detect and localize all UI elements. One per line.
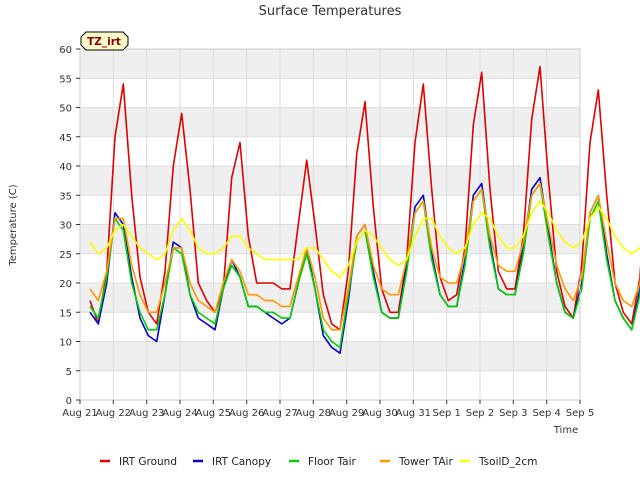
y-tick-label: 25	[59, 250, 72, 261]
y-axis-label: Temperature (C)	[8, 184, 19, 266]
y-tick-label: 35	[59, 191, 72, 202]
plot-band	[80, 166, 580, 196]
x-tick-label: Aug 23	[129, 408, 164, 419]
x-tick-label: Aug 22	[96, 408, 131, 419]
y-tick-label: 55	[59, 74, 72, 85]
y-tick-label: 40	[59, 162, 72, 173]
x-tick-label: Sep 2	[466, 408, 494, 419]
x-tick-label: Aug 31	[396, 408, 431, 419]
legend-label-2: Floor Tair	[308, 456, 356, 468]
x-tick-label: Aug 26	[229, 408, 264, 419]
y-tick-label: 5	[66, 367, 72, 378]
series-line-2	[89, 182, 640, 349]
y-tick-label: 20	[59, 279, 72, 290]
x-tick-label: Sep 3	[499, 408, 527, 419]
plot-band	[80, 224, 580, 254]
annotation-box-shape	[80, 31, 129, 51]
x-tick-label: Aug 21	[62, 408, 97, 419]
plot-band	[80, 107, 580, 137]
y-tick-label: 15	[59, 308, 72, 319]
x-tick-label: Aug 28	[296, 408, 331, 419]
legend-label-0: IRT Ground	[119, 456, 177, 468]
y-tick-label: 30	[59, 221, 72, 232]
y-tick-label: 60	[59, 45, 72, 56]
legend: IRT Ground IRT Canopy Floor Tair Tower TAir…	[100, 456, 537, 468]
y-tick-label: 45	[59, 133, 72, 144]
series-line-4	[89, 200, 640, 278]
x-tick-label: Aug 30	[362, 408, 397, 419]
x-tick-label: Sep 1	[432, 408, 460, 419]
y-tick-label: 0	[66, 396, 72, 407]
annotation-label: TZ_irt	[87, 36, 121, 48]
legend-label-3: Tower TAir	[398, 456, 453, 468]
chart-title: Surface Temperatures	[259, 4, 402, 19]
x-tick-label: Aug 24	[162, 408, 197, 419]
x-tick-label: Aug 29	[329, 408, 364, 419]
y-tick-label: 10	[59, 338, 72, 349]
legend-label-1: IRT Canopy	[212, 456, 271, 468]
annotation-box: TZ_irt	[80, 31, 129, 51]
x-tick-label: Aug 27	[262, 408, 297, 419]
x-tick-label: Aug 25	[196, 408, 231, 419]
series-layer	[89, 65, 640, 355]
plot-band	[80, 49, 580, 79]
x-axis-label: Time	[553, 425, 578, 436]
x-tick-label: Sep 4	[532, 408, 560, 419]
plot-band	[80, 283, 580, 313]
x-tick-label: Sep 5	[566, 408, 594, 419]
legend-label-4: TsoilD_2cm	[478, 456, 537, 468]
series-line-3	[89, 182, 640, 331]
y-tick-label: 50	[59, 104, 72, 115]
series-line-0	[89, 65, 640, 331]
